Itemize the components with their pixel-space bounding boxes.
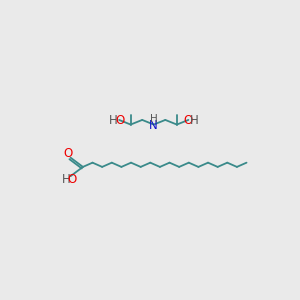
Text: H: H (150, 114, 158, 124)
Text: O: O (115, 114, 124, 127)
Text: N: N (149, 119, 158, 132)
Text: O: O (183, 114, 192, 127)
Text: H: H (109, 114, 118, 127)
Text: H: H (61, 173, 70, 187)
Text: O: O (64, 147, 73, 160)
Text: O: O (68, 173, 77, 187)
Text: H: H (190, 114, 199, 127)
